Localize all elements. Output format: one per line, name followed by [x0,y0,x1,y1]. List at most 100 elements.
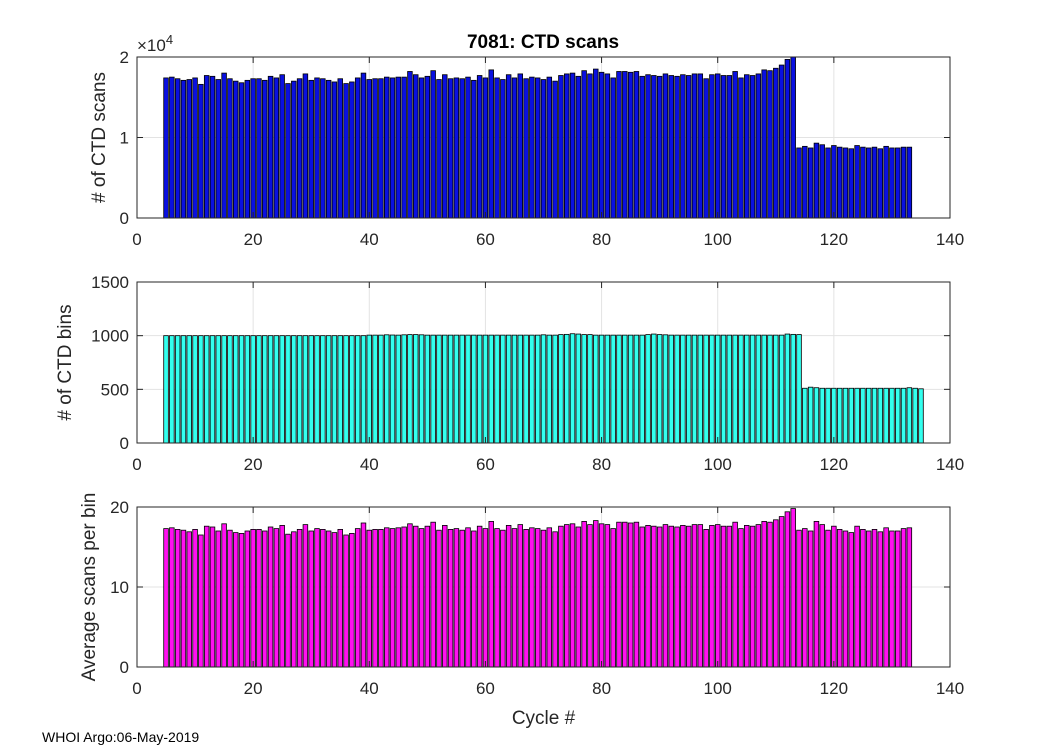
bar [836,529,843,668]
bar [174,335,181,444]
bar [482,77,489,219]
bar [325,530,332,668]
bar [656,526,663,668]
bar [546,76,553,219]
bar [453,77,460,219]
bar [912,387,918,444]
bar [273,77,280,219]
bar [279,74,285,219]
bar [215,530,222,668]
bar [232,532,239,668]
bar [494,334,500,444]
bar [442,525,448,668]
bar [529,76,535,219]
bar [778,64,785,219]
bar [569,333,576,444]
bar [442,334,448,444]
bar [633,521,640,668]
bar [209,526,216,668]
bar [169,527,175,668]
bar [413,74,419,219]
bar [163,335,169,444]
bar [569,523,576,668]
bar [732,521,738,668]
bar [262,79,268,219]
bar [668,75,674,219]
bar [366,334,373,444]
bar [424,334,431,444]
bar [726,525,733,668]
bar [430,70,436,219]
bar [831,145,837,219]
bar [378,529,384,668]
x-tick-label: 60 [476,455,495,474]
bar [238,335,245,444]
bar [198,83,204,219]
bar [511,77,518,219]
x-tick-label: 60 [476,679,495,698]
bar [471,334,477,444]
bar [616,521,622,668]
bar [802,528,808,668]
bar [587,334,593,444]
x-tick-label: 100 [704,679,732,698]
bar [505,74,512,219]
bar [505,334,512,444]
bar [790,56,796,219]
bar [778,334,785,444]
bar [360,335,367,444]
bar [738,528,744,668]
bar [459,529,465,668]
bar [511,528,518,668]
bar [639,75,645,219]
bar [320,78,326,219]
x-tick-label: 120 [820,230,848,249]
bar [587,524,593,668]
bar [616,71,622,219]
bar [598,523,605,668]
bar [685,525,692,668]
bar [575,333,582,444]
bar [285,335,291,444]
x-tick-label: 40 [360,230,379,249]
y-exponent-label: ×104 [137,32,173,55]
bar [842,147,849,219]
bar [674,75,680,219]
bar [854,387,860,444]
bar [227,529,233,668]
bar [860,146,866,219]
bar [529,334,535,444]
bar [215,79,222,219]
bar [575,75,582,219]
bar [895,530,901,668]
bar [819,144,825,219]
bar [581,70,587,219]
y-axis-label: # of CTD scans [89,72,110,203]
bar [709,74,715,219]
bar [807,530,814,668]
x-tick-label: 140 [936,230,964,249]
bar [383,76,390,219]
y-tick-label: 10 [110,578,129,597]
bar [418,77,425,219]
bar [203,525,210,668]
x-tick-label: 20 [244,455,263,474]
bar [395,527,402,668]
bar [900,387,907,444]
bar [854,525,860,668]
y-axis-label: Average scans per bin [79,493,100,682]
bar [918,388,924,444]
bar [831,387,837,444]
bar [604,334,611,444]
bar [744,74,750,219]
bar [714,73,721,219]
bar [436,334,442,444]
bar [767,334,773,444]
bar [267,335,274,444]
x-tick-label: 0 [132,230,141,249]
bar [761,69,767,219]
bar [569,72,576,219]
bar [778,516,785,668]
x-tick-label: 80 [592,230,611,249]
bar [773,519,779,668]
